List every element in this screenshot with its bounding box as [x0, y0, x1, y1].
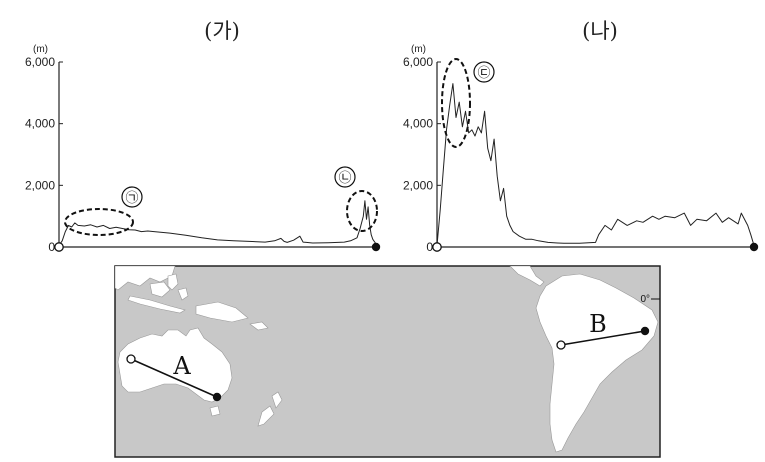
- chart-na: (나) (m) 0 2,000 4,000 6,000 ㉢: [403, 19, 759, 254]
- new-zealand-north: [271, 391, 283, 409]
- y-tick-label: 2,000: [403, 178, 433, 192]
- south-america: [535, 273, 659, 453]
- route-b-label: B: [589, 310, 607, 338]
- y-tick-label: 4,000: [403, 117, 433, 131]
- route-b-start: [556, 340, 566, 350]
- world-map: 0° A B: [114, 265, 661, 458]
- annotation-giyeok-label: ㉠: [125, 191, 138, 206]
- annotation-nieun-label: ㉡: [338, 171, 351, 186]
- solomon-islands: [249, 321, 269, 331]
- route-a-label: A: [172, 352, 191, 380]
- route-b-end: [640, 326, 650, 336]
- new-guinea-island: [195, 301, 249, 323]
- java-island: [127, 295, 186, 314]
- annotation-giyeok-circle: [121, 186, 143, 208]
- annotation-nieun-ellipse: [346, 190, 378, 232]
- y-tick-label: 6,000: [25, 55, 55, 69]
- route-b-line: [560, 330, 646, 346]
- borneo-island: [149, 281, 171, 298]
- chart-ga-series: [58, 200, 377, 246]
- new-zealand-south: [257, 405, 275, 427]
- chart-na-start-marker: [432, 242, 442, 252]
- central-america: [509, 266, 545, 287]
- sulawesi-island: [177, 287, 189, 301]
- annotation-digeut-ellipse: [441, 58, 471, 148]
- route-a-start: [126, 354, 136, 364]
- tasmania: [209, 405, 221, 417]
- chart-ga-title: (가): [204, 19, 240, 43]
- chart-ga-start-marker: [54, 242, 64, 252]
- philippines-island: [167, 273, 179, 291]
- chart-na-end-marker: [749, 242, 759, 252]
- y-tick-label: 0: [48, 240, 55, 254]
- y-tick-label: 6,000: [403, 55, 433, 69]
- chart-ga-end-marker: [371, 242, 381, 252]
- equator-label: 0°: [640, 294, 650, 305]
- route-a-line: [130, 358, 218, 398]
- y-tick-label: 4,000: [25, 117, 55, 131]
- chart-na-series: [436, 83, 755, 246]
- chart-ga-y-unit: (m): [33, 44, 48, 55]
- australia: [117, 327, 233, 403]
- elevation-profile-line: [436, 83, 755, 246]
- y-tick-label: 0: [426, 240, 433, 254]
- chart-ga: (가) (m) 0 2,000 4,000 6,000 ㉠ ㉡: [25, 19, 381, 254]
- chart-na-title: (나): [582, 19, 618, 43]
- elevation-profile-line: [58, 200, 377, 246]
- annotation-digeut-circle: [473, 61, 495, 83]
- chart-na-ticks: 0 2,000 4,000 6,000: [403, 55, 441, 254]
- chart-ga-ticks: 0 2,000 4,000 6,000: [25, 55, 63, 254]
- route-a-end: [212, 392, 222, 402]
- y-tick-label: 2,000: [25, 178, 55, 192]
- annotation-giyeok-ellipse: [64, 208, 134, 236]
- asia-landmass: [115, 266, 176, 291]
- annotation-nieun-circle: [334, 166, 356, 188]
- chart-na-y-unit: (m): [411, 44, 426, 55]
- annotation-digeut-label: ㉢: [477, 66, 490, 81]
